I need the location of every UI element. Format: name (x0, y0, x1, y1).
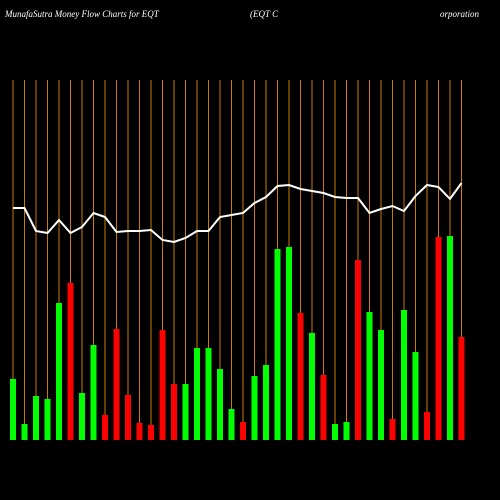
bar (412, 352, 419, 440)
bar (447, 236, 453, 440)
bar (159, 330, 166, 440)
bar (33, 396, 39, 440)
bar (309, 333, 315, 440)
bar (44, 399, 51, 440)
bar (217, 369, 223, 440)
bar (125, 395, 131, 440)
bar (343, 422, 350, 440)
bar (113, 329, 120, 440)
bar (148, 425, 154, 440)
bar (228, 409, 235, 440)
bar (320, 375, 327, 440)
bar (102, 415, 108, 440)
bar (401, 310, 407, 440)
bar (194, 348, 200, 440)
bar (435, 237, 442, 440)
bar (366, 312, 373, 440)
bar (274, 249, 281, 440)
bar (90, 345, 97, 440)
bar (378, 330, 384, 440)
bar (332, 424, 338, 440)
bar (136, 423, 143, 440)
bar (21, 424, 28, 440)
bar (67, 283, 74, 440)
bar (205, 348, 212, 440)
bar (251, 376, 258, 440)
bar (263, 365, 269, 440)
money-flow-line (13, 182, 463, 244)
bar (286, 247, 292, 440)
bar (171, 384, 177, 440)
bar (389, 419, 396, 440)
bar (424, 412, 430, 440)
bar (240, 422, 246, 440)
bar (56, 303, 62, 440)
bar (79, 393, 85, 440)
bar (10, 379, 16, 440)
chart-subtitle: (EQT C (250, 9, 279, 19)
chart-subtitle: orporation (440, 9, 480, 19)
bar (355, 260, 361, 440)
bar (458, 337, 465, 440)
chart-title: MunafaSutra Money Flow Charts for EQT (4, 9, 160, 19)
bar (297, 313, 304, 440)
bar (182, 384, 189, 440)
